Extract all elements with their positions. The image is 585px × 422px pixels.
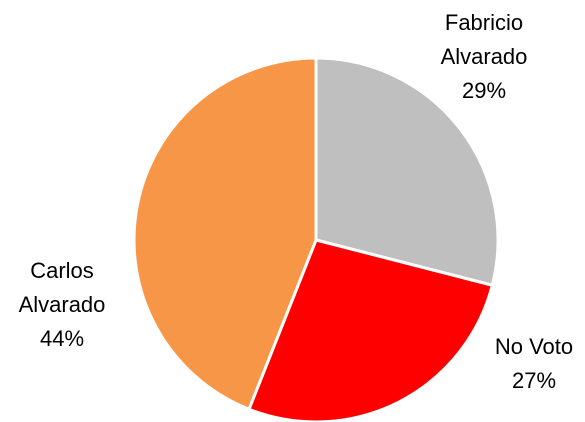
label-carlos-alvarado: Carlos Alvarado 44% (18, 258, 106, 351)
pie-slice-fabricio-alvarado (314, 56, 500, 287)
label-fabricio-alvarado: Fabricio Alvarado 29% (440, 10, 528, 103)
pie-slice-no-voto (247, 238, 494, 422)
pie-slice-carlos-alvarado (132, 56, 318, 411)
label-no-voto: No Voto 27% (494, 334, 574, 393)
